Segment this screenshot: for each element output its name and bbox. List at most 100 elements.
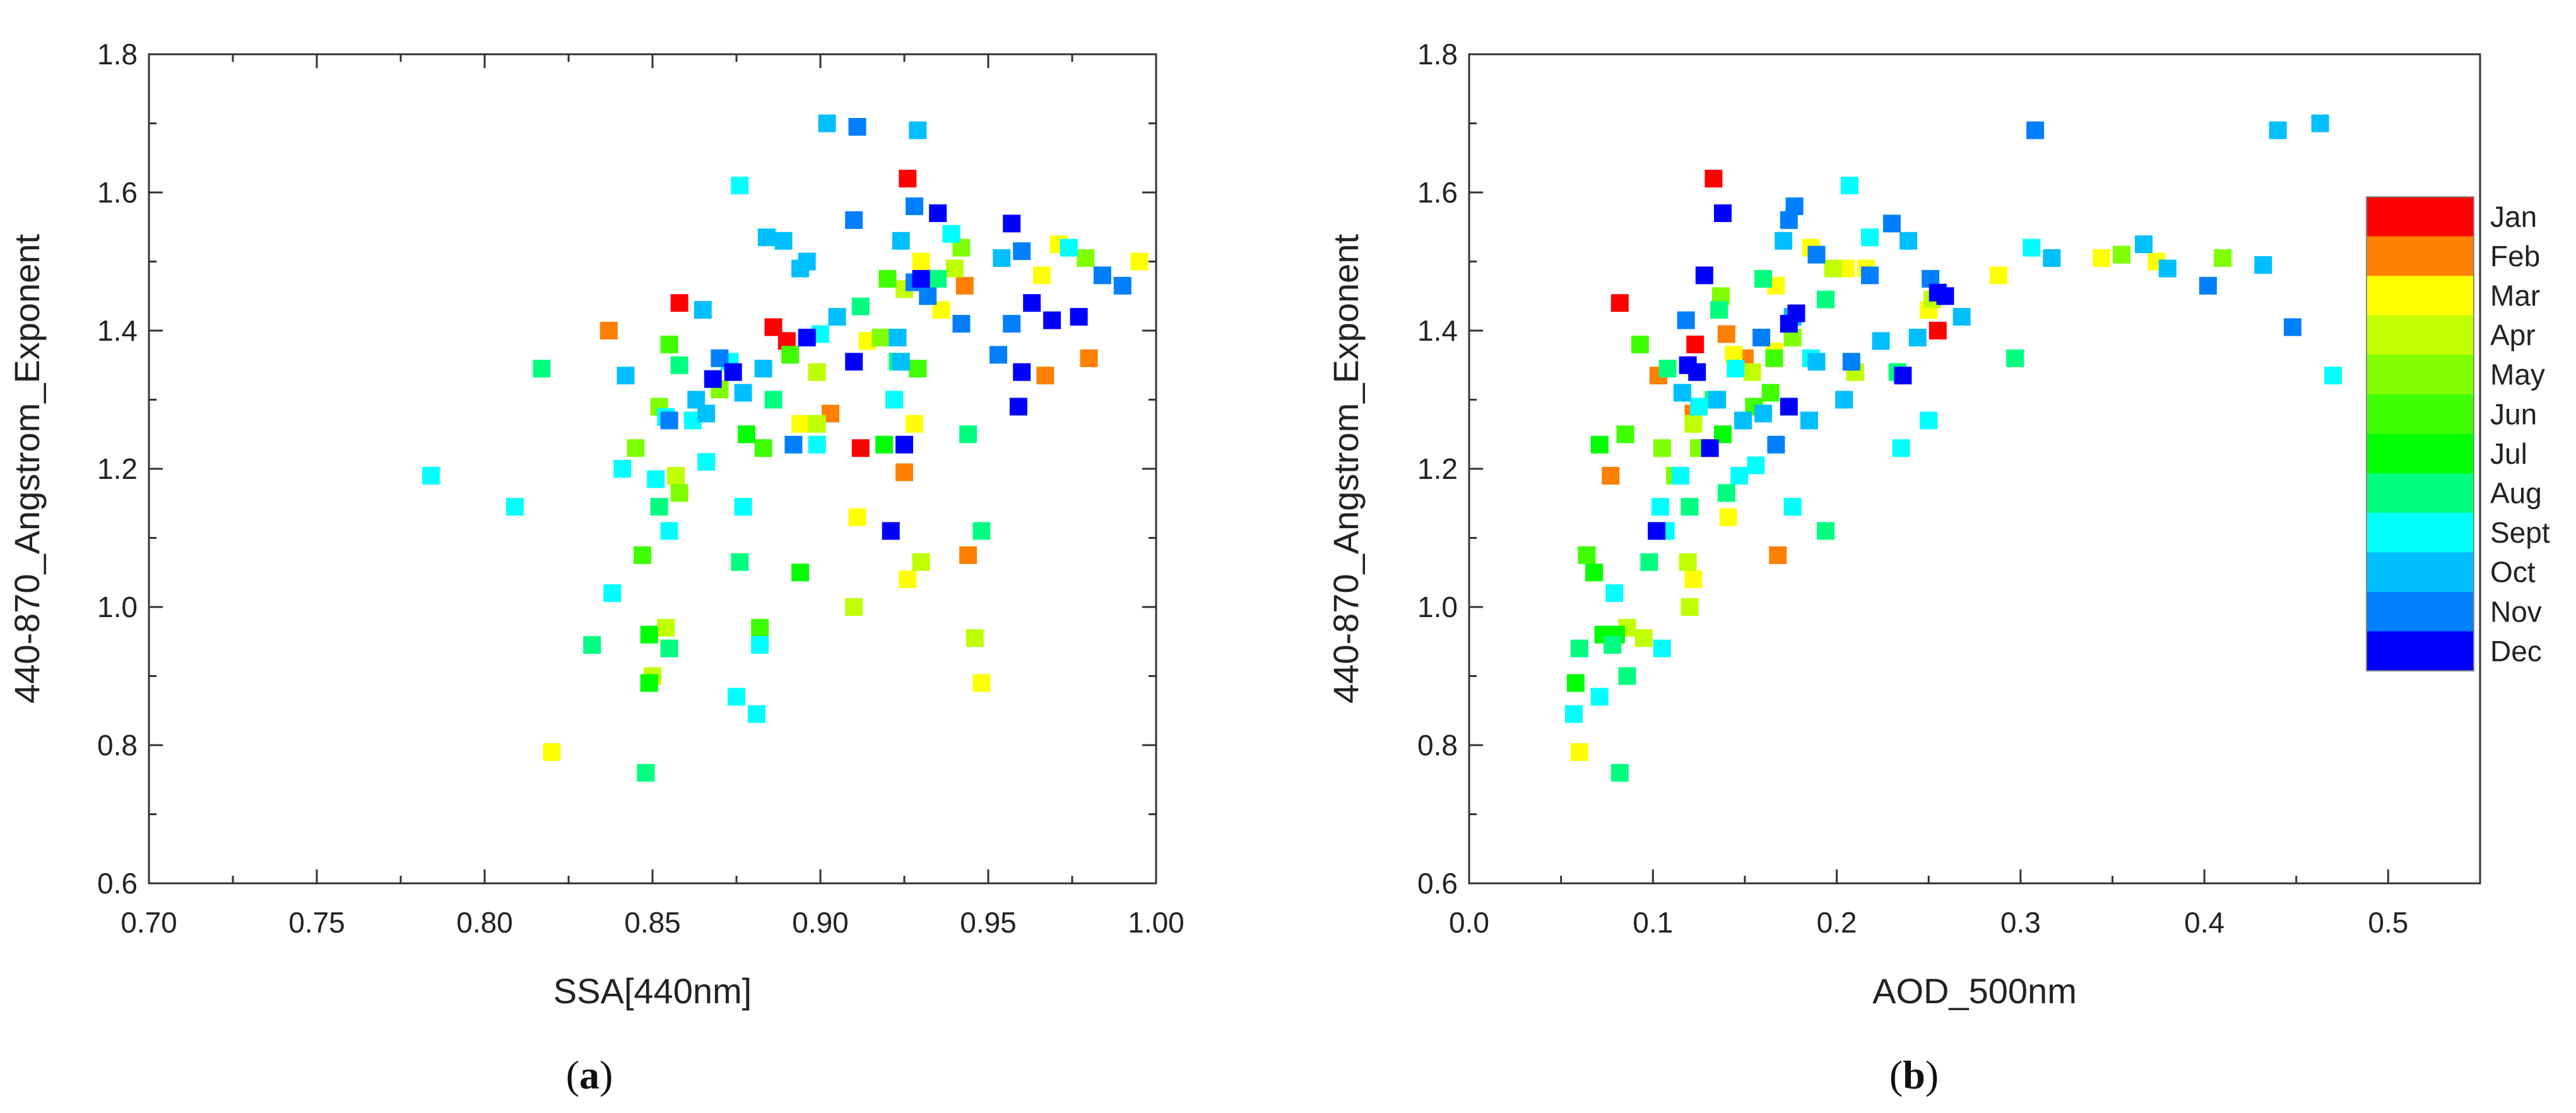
data-point: [851, 297, 870, 315]
data-point: [724, 363, 742, 381]
data-point: [1093, 266, 1111, 285]
data-point: [1565, 705, 1583, 723]
caption-letter: b: [1903, 1052, 1925, 1097]
legend-swatch: [2366, 512, 2474, 553]
legend-label: Jun: [2490, 398, 2537, 430]
data-point: [993, 249, 1011, 267]
data-point: [1861, 266, 1879, 285]
x-tick-label: 0.2: [1817, 906, 1857, 939]
data-point: [1070, 308, 1088, 326]
y-tick-label: 1.6: [1417, 176, 1458, 209]
data-point: [1610, 763, 1629, 782]
legend-label: Jul: [2490, 437, 2527, 470]
data-point: [1684, 415, 1703, 433]
data-point: [1570, 743, 1588, 761]
data-point: [885, 391, 903, 409]
data-points-b: [1565, 114, 2342, 782]
data-point: [533, 360, 551, 378]
data-point: [734, 498, 752, 516]
data-point: [906, 415, 923, 433]
legend-swatch: [2366, 631, 2474, 671]
data-point: [1775, 232, 1793, 250]
caption-paren-close: ): [600, 1052, 613, 1097]
data-point: [1060, 238, 1078, 257]
data-point: [1807, 245, 1826, 264]
data-point: [848, 118, 866, 136]
data-point: [1900, 232, 1918, 250]
data-point: [660, 411, 678, 430]
data-point: [1043, 311, 1061, 329]
data-point: [1894, 367, 1912, 385]
data-point: [818, 114, 836, 132]
data-point: [1634, 629, 1653, 647]
data-point: [1719, 508, 1737, 526]
data-point: [1036, 367, 1055, 385]
data-point: [808, 363, 826, 381]
data-point: [640, 625, 658, 644]
data-point: [912, 553, 930, 571]
data-point: [845, 211, 863, 229]
data-point: [1761, 384, 1780, 402]
data-point: [882, 522, 900, 540]
y-tick-label: 1.0: [1417, 591, 1458, 623]
data-point: [972, 674, 991, 692]
data-point: [697, 404, 716, 423]
legend-swatch: [2366, 552, 2474, 592]
data-point: [892, 353, 910, 371]
chart-b: 0.0 0.1 0.2 0.3 0.4 0.5 0.6 0.8 1.0 1.2 1.4 1.6 1.8 A…: [1326, 38, 2550, 1097]
data-point: [2006, 349, 2024, 367]
legend-label: Oct: [2490, 556, 2536, 589]
data-point: [1882, 215, 1901, 233]
axes-b: 0.0 0.1 0.2 0.3 0.4 0.5 0.6 0.8 1.0 1.2 1.4 1.6 1.8: [1417, 38, 2408, 939]
data-point: [798, 252, 816, 271]
data-point: [1013, 242, 1031, 261]
data-point: [728, 688, 745, 706]
legend-label: Jan: [2490, 200, 2537, 233]
legend-label: Mar: [2490, 280, 2540, 312]
x-tick-label: 0.1: [1633, 906, 1673, 939]
data-point: [613, 460, 632, 478]
data-point: [751, 618, 769, 637]
data-point: [892, 232, 910, 250]
chart-a: 0.70 0.75 0.80 0.85 0.90 0.95 1.00 0.6 0.8 1.0 1.2…: [7, 38, 1185, 1097]
data-point: [959, 546, 978, 564]
data-point: [738, 425, 755, 444]
data-point: [660, 639, 678, 657]
data-point: [848, 508, 866, 526]
y-tick-label: 0.6: [97, 867, 138, 900]
data-point: [909, 360, 927, 378]
data-point: [1769, 546, 1787, 564]
data-point: [1570, 639, 1588, 657]
legend-label: Feb: [2490, 240, 2540, 273]
data-point: [1861, 228, 1879, 247]
data-point: [895, 435, 913, 454]
data-point: [1717, 484, 1735, 502]
data-point: [1590, 435, 1609, 454]
y-tick-label: 1.4: [1417, 314, 1458, 347]
data-point: [603, 584, 622, 603]
data-point: [1783, 498, 1802, 516]
data-point: [1003, 315, 1021, 333]
data-point: [929, 204, 947, 222]
data-point: [505, 498, 524, 516]
data-point: [781, 346, 800, 364]
data-point: [1631, 335, 1649, 353]
data-point: [1743, 363, 1761, 381]
legend-swatch: [2366, 592, 2474, 632]
data-point: [660, 335, 678, 353]
data-point: [670, 294, 688, 312]
data-point: [1684, 570, 1703, 589]
legend-swatch: [2366, 394, 2474, 435]
data-point: [1640, 553, 1658, 571]
x-tick-label: 0.75: [288, 906, 345, 939]
data-point: [1752, 329, 1771, 346]
data-point: [1817, 290, 1835, 309]
x-tick-label: 0.85: [624, 906, 681, 939]
data-point: [1033, 266, 1051, 285]
x-axis-title: AOD_500nm: [1872, 971, 2077, 1011]
data-point: [667, 467, 685, 485]
data-point: [2135, 235, 2153, 254]
data-point: [899, 570, 917, 589]
data-point: [670, 356, 688, 374]
data-point: [945, 259, 964, 278]
